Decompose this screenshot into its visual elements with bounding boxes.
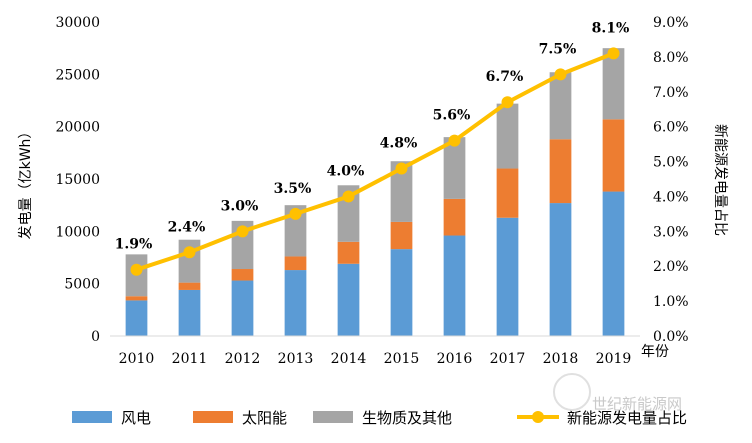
share-point [130,263,143,276]
x-tick-label: 2018 [543,351,579,367]
y2-tick-label: 7.0% [653,85,689,101]
share-point [395,162,408,175]
y-tick-label: 30000 [55,15,100,31]
share-point [607,47,620,60]
bar-segment-solar [337,241,360,264]
watermark-logo [553,373,591,411]
y2-tick-label: 4.0% [653,189,689,205]
left-axis-ticks: 0 5000 10000 15000 20000 25000 30000 [55,15,100,345]
bar-segment-solar [549,139,572,204]
legend-swatch [313,411,353,423]
x-tick-label: 2011 [172,351,208,367]
data-labels: 1.9% 2.4% 3.0% 3.5% 4.0% 4.8% 5.6% 6.7% 7.5% 8.1% [115,20,630,252]
legend: 风电 太阳能 生物质及其他 新能源发电量占比 [72,409,687,427]
share-point [183,246,196,259]
bar-segment-solar [496,168,519,218]
share-data-label: 8.1% [592,20,630,36]
bar-segment-solar [231,269,254,281]
bar-segment-wind [125,300,148,336]
bar-segment-solar [125,296,148,301]
bar-segment-wind [178,289,201,336]
x-tick-label: 2017 [490,351,526,367]
bar-segment-solar [284,256,307,271]
share-point [236,225,249,238]
bar-segment-biomass [443,137,466,199]
bar-segment-solar [390,221,413,250]
y-tick-label: 15000 [55,172,100,188]
bar-segment-wind [390,249,413,336]
legend-swatch [193,411,233,423]
y2-tick-label: 1.0% [653,294,689,310]
share-data-label: 6.7% [486,69,524,85]
y2-tick-label: 2.0% [653,259,689,275]
legend-label: 风电 [121,409,151,427]
bars [125,48,625,336]
x-axis-unit: 年份 [641,344,669,360]
bar-segment-biomass [602,48,625,120]
bar-segment-biomass [549,72,572,140]
legend-label: 生物质及其他 [362,409,452,427]
share-data-label: 2.4% [168,219,206,235]
bar-segment-wind [284,270,307,336]
share-data-label: 1.9% [115,237,153,253]
share-point [448,134,461,147]
x-tick-label: 2010 [119,351,155,367]
legend-label: 太阳能 [242,409,287,427]
share-point [342,190,355,203]
bar-segment-wind [337,263,360,336]
bar-segment-biomass [178,239,201,283]
x-tick-label: 2016 [437,351,473,367]
share-data-label: 4.0% [327,163,365,179]
x-tick-label: 2019 [596,351,632,367]
y2-tick-label: 9.0% [653,15,689,31]
share-point [554,68,567,81]
share-data-label: 7.5% [539,41,577,57]
bar-segment-biomass [390,161,413,222]
bar-segment-biomass [496,103,519,169]
watermark: 世纪新能源网 [553,373,682,413]
y2-axis-title: 新能源发电量占比 [712,124,728,236]
y-tick-label: 20000 [55,120,100,136]
share-data-label: 3.5% [274,181,312,197]
x-tick-label: 2014 [331,351,367,367]
bar-segment-solar [178,282,201,290]
y-axis-title: 发电量（亿kWh） [18,125,34,240]
x-tick-label: 2012 [225,351,261,367]
share-data-label: 5.6% [433,108,471,124]
bar-segment-wind [231,280,254,336]
x-tick-label: 2013 [278,351,314,367]
bar-segment-wind [602,191,625,336]
x-axis-ticks: 2010 2011 2012 2013 2014 2015 2016 2017 2018 2019 [119,351,632,367]
share-data-label: 3.0% [221,198,259,214]
y-tick-label: 0 [91,329,100,345]
share-point [501,96,514,109]
legend-swatch [72,411,112,423]
y-tick-label: 10000 [55,224,100,240]
y2-tick-label: 6.0% [653,120,689,136]
bar-segment-biomass [284,205,307,257]
share-point [289,207,302,220]
watermark-text: 世纪新能源网 [592,395,682,413]
y2-tick-label: 8.0% [653,50,689,66]
bar-segment-solar [443,198,466,236]
legend-marker [532,411,544,423]
share-data-label: 4.8% [380,136,418,152]
x-tick-label: 2015 [384,351,420,367]
right-axis-ticks: 0.0% 1.0% 2.0% 3.0% 4.0% 5.0% 6.0% 7.0% 8.0% 9.0% [653,15,689,345]
legend-label: 新能源发电量占比 [567,409,687,427]
bar-segment-solar [602,119,625,192]
y2-tick-label: 3.0% [653,224,689,240]
bar-segment-wind [549,203,572,336]
line-series [130,47,620,276]
y2-tick-label: 0.0% [653,329,689,345]
y-tick-label: 5000 [64,277,100,293]
y-tick-label: 25000 [55,67,100,83]
y2-tick-label: 5.0% [653,155,689,171]
bar-segment-wind [443,235,466,336]
bar-segment-wind [496,217,519,336]
share-line [135,51,615,272]
